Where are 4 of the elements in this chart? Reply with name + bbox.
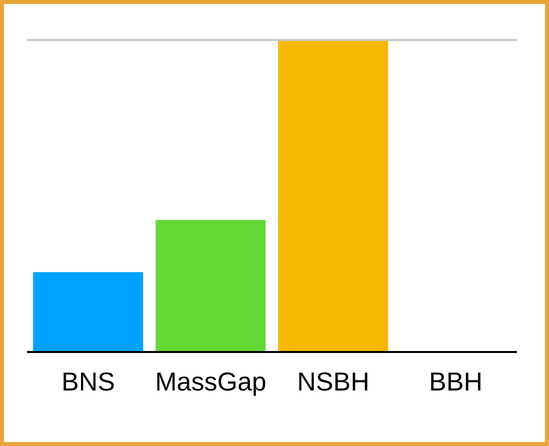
x-tick-label: BNS	[62, 366, 115, 396]
x-tick-label: MassGap	[155, 366, 266, 396]
x-tick-label: BBH	[429, 366, 482, 396]
x-tick-label: NSBH	[297, 366, 370, 396]
